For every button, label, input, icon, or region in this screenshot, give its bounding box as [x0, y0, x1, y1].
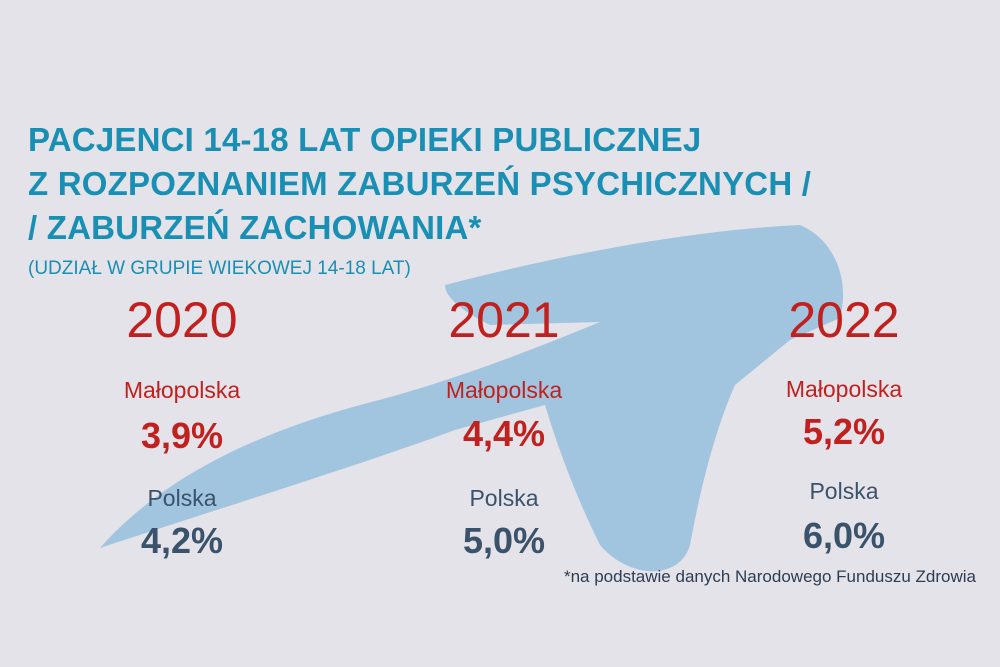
- trend-arrow-shape: [100, 225, 844, 572]
- malopolska-label: Małopolska: [445, 377, 563, 403]
- malopolska-label: Małopolska: [123, 377, 241, 403]
- malopolska-value: 4,4%: [462, 413, 546, 454]
- malopolska-value: 3,9%: [140, 415, 224, 456]
- year-label: 2022: [788, 292, 900, 348]
- malopolska-label: Małopolska: [785, 376, 903, 402]
- malopolska-value: 5,2%: [802, 411, 886, 452]
- chart-subtitle: (UDZIAŁ W GRUPIE WIEKOWEJ 14-18 LAT): [28, 258, 411, 279]
- polska-value: 6,0%: [802, 515, 886, 556]
- polska-label: Polska: [469, 485, 539, 511]
- year-label: 2020: [126, 292, 238, 348]
- title-line-2: Z ROZPOZNANIEM ZABURZEŃ PSYCHICZNYCH /: [28, 165, 812, 202]
- title-line-3: / ZABURZEŃ ZACHOWANIA*: [28, 209, 482, 246]
- chart-title: PACJENCI 14-18 LAT OPIEKI PUBLICZNEJ Z R…: [28, 118, 811, 250]
- polska-value: 4,2%: [140, 520, 224, 561]
- year-label: 2021: [448, 292, 560, 348]
- title-line-1: PACJENCI 14-18 LAT OPIEKI PUBLICZNEJ: [28, 121, 702, 158]
- polska-label: Polska: [147, 485, 217, 511]
- polska-value: 5,0%: [462, 520, 546, 561]
- source-footnote: *na podstawie danych Narodowego Funduszu…: [563, 567, 976, 586]
- polska-label: Polska: [809, 478, 879, 504]
